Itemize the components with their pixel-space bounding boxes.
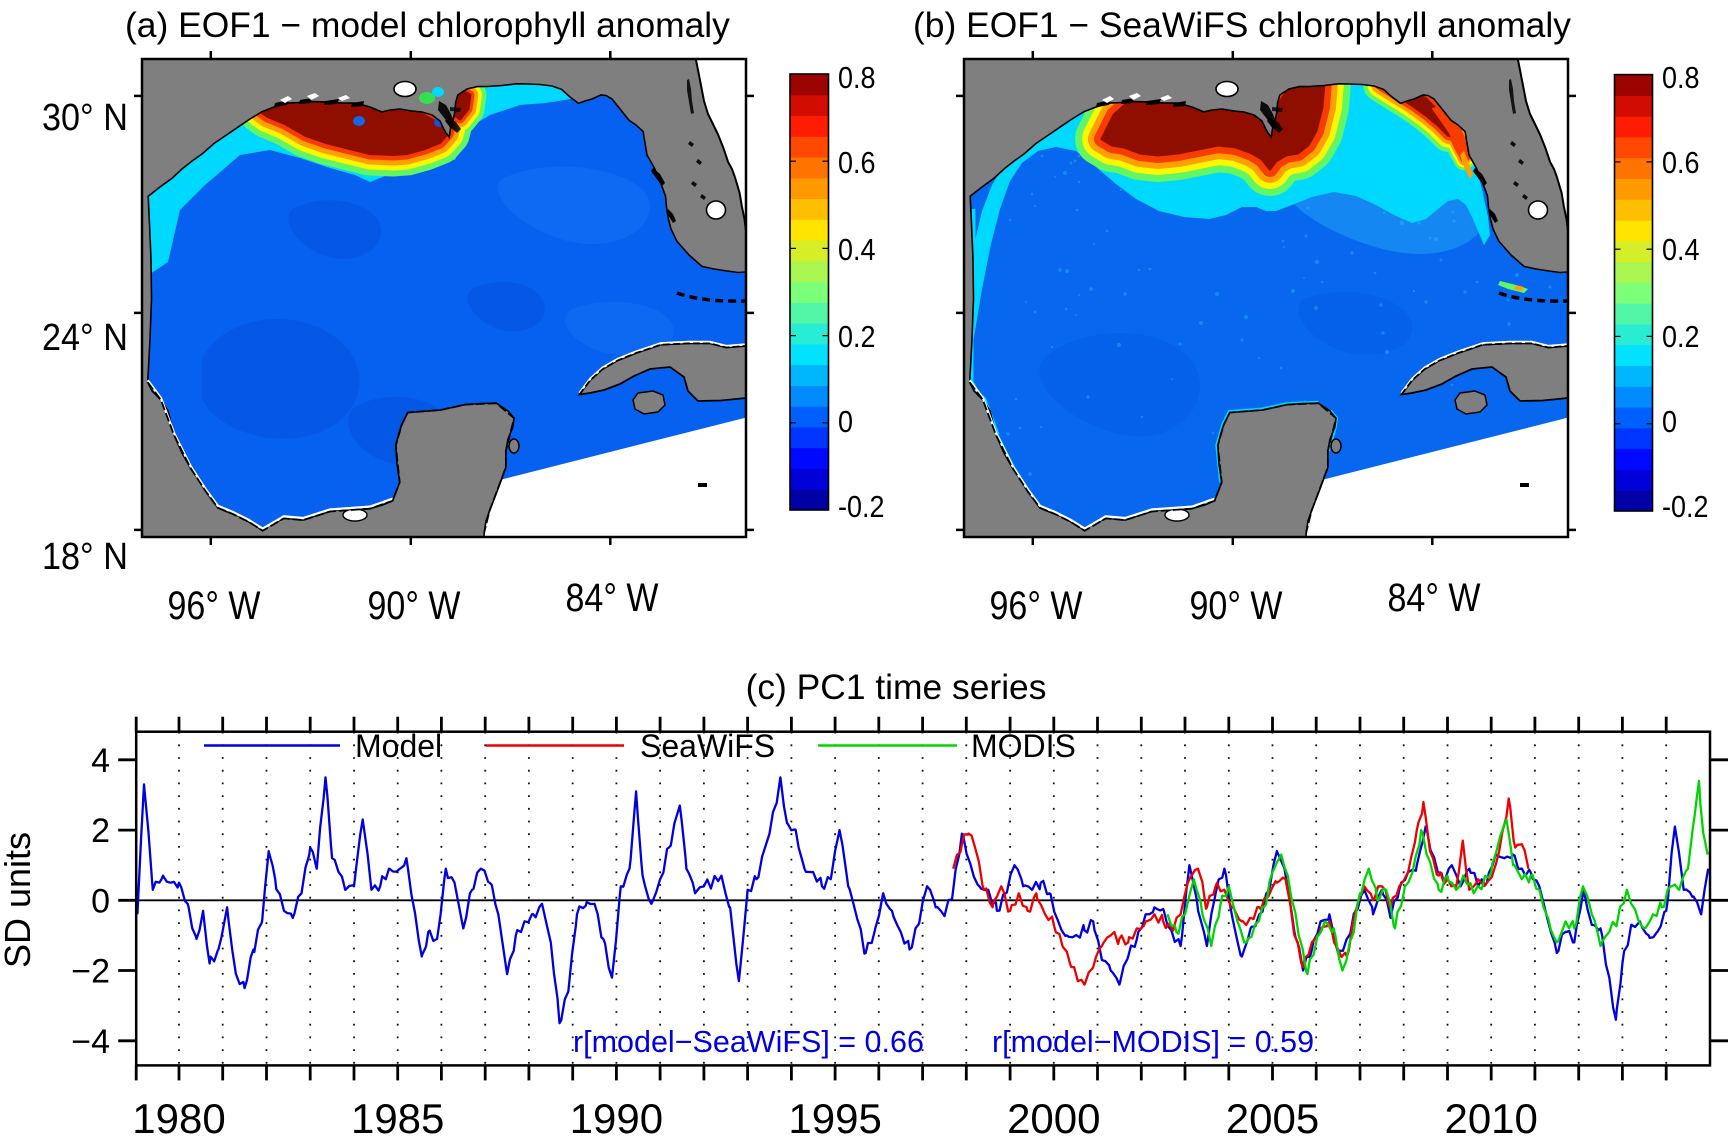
svg-text:2005: 2005	[1226, 1095, 1319, 1139]
svg-text:2010: 2010	[1444, 1095, 1537, 1139]
svg-text:r[model−MODIS] = 0.59: r[model−MODIS] = 0.59	[992, 1025, 1314, 1059]
svg-text:(c) PC1 time series: (c) PC1 time series	[746, 667, 1047, 707]
svg-text:1985: 1985	[351, 1095, 444, 1139]
svg-text:1995: 1995	[788, 1095, 881, 1139]
svg-text:0: 0	[91, 882, 110, 920]
svg-text:SeaWiFS: SeaWiFS	[640, 728, 775, 764]
svg-text:Model: Model	[355, 728, 442, 764]
svg-text:1980: 1980	[132, 1095, 225, 1139]
svg-text:2000: 2000	[1007, 1095, 1100, 1139]
svg-text:1990: 1990	[570, 1095, 663, 1139]
svg-text:4: 4	[91, 742, 110, 780]
svg-text:2: 2	[91, 812, 110, 850]
svg-text:SD units: SD units	[0, 832, 38, 968]
svg-text:−2: −2	[71, 953, 110, 991]
svg-text:r[model−SeaWiFS] = 0.66: r[model−SeaWiFS] = 0.66	[573, 1025, 924, 1059]
svg-text:MODIS: MODIS	[971, 728, 1076, 764]
svg-text:−4: −4	[71, 1023, 110, 1061]
